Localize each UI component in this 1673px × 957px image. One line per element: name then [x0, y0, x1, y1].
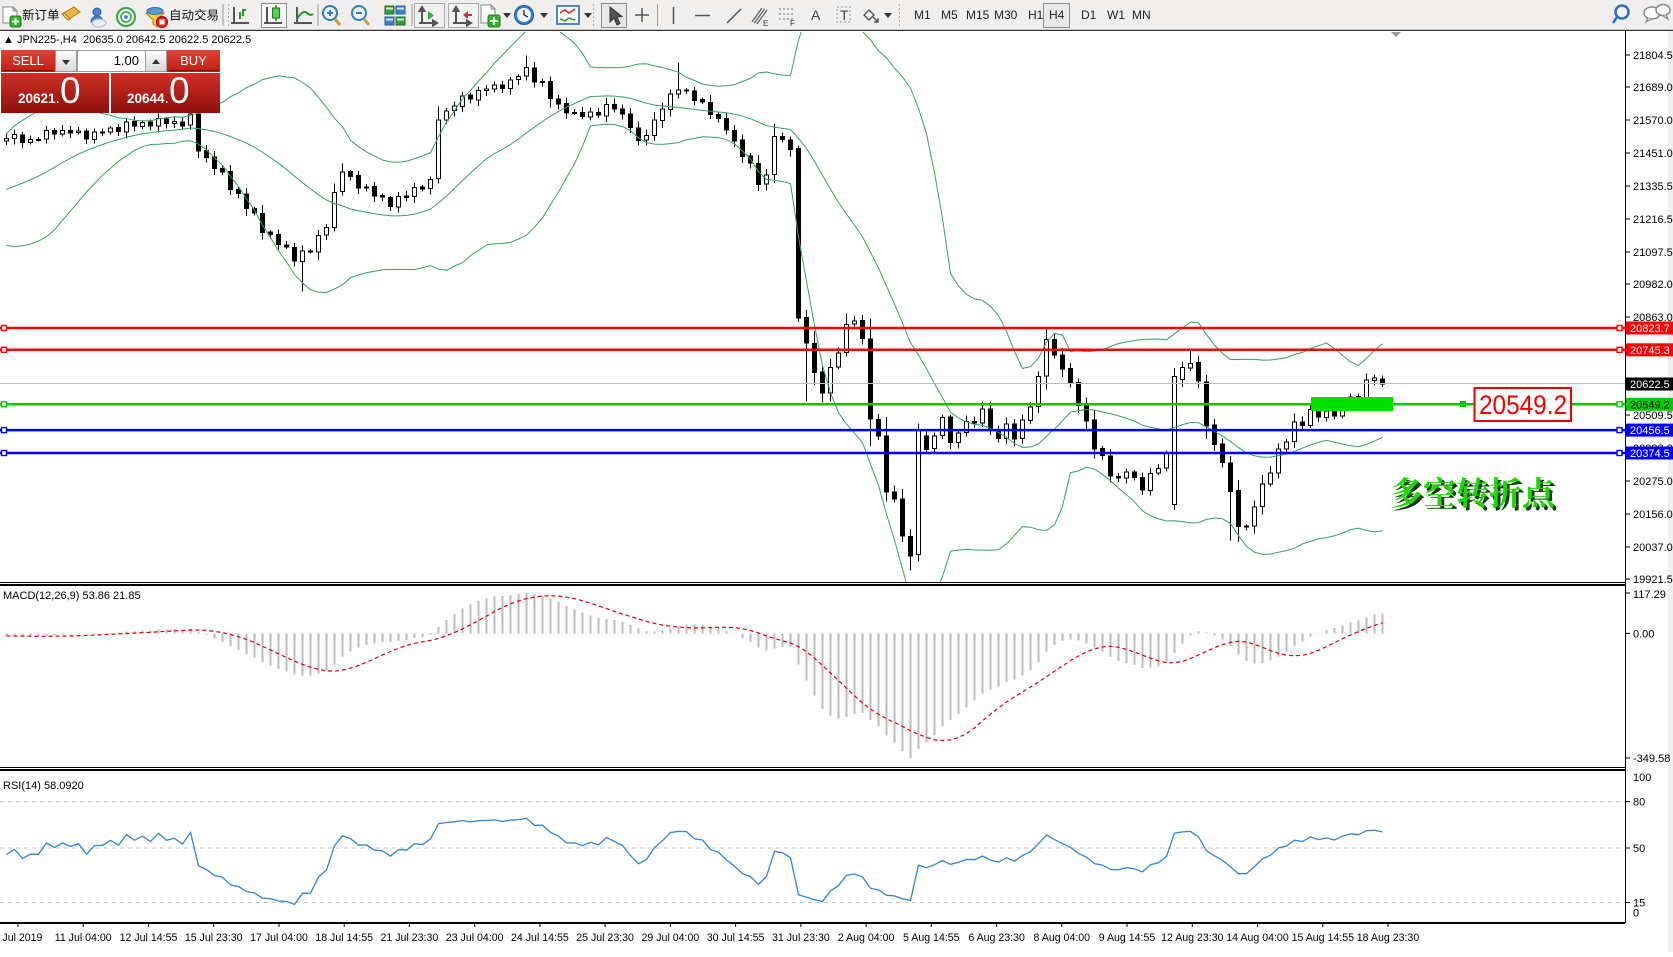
svg-text:20622.5: 20622.5	[1630, 379, 1670, 391]
svg-text:20823.7: 20823.7	[1630, 323, 1670, 335]
svg-text:W1: W1	[1107, 8, 1125, 22]
svg-text:20037.0: 20037.0	[1633, 542, 1673, 554]
svg-text:100: 100	[1633, 772, 1651, 784]
svg-text:20456.5: 20456.5	[1630, 425, 1670, 437]
svg-text:F: F	[790, 19, 795, 28]
svg-text:M5: M5	[941, 8, 958, 22]
svg-text:D1: D1	[1081, 8, 1097, 22]
svg-text:24 Jul 14:55: 24 Jul 14:55	[511, 932, 569, 944]
svg-text:21451.0: 21451.0	[1633, 148, 1673, 160]
svg-text:29 Jul 04:00: 29 Jul 04:00	[642, 932, 700, 944]
svg-text:E: E	[763, 19, 768, 28]
svg-text:MN: MN	[1132, 8, 1151, 22]
svg-text:21097.5: 21097.5	[1633, 247, 1673, 259]
svg-text:12 Jul 14:55: 12 Jul 14:55	[120, 932, 178, 944]
svg-text:0: 0	[1633, 908, 1639, 920]
svg-text:30 Jul 14:55: 30 Jul 14:55	[707, 932, 765, 944]
svg-text:18 Jul 14:55: 18 Jul 14:55	[315, 932, 373, 944]
svg-text:20374.5: 20374.5	[1630, 448, 1670, 460]
svg-text:M30: M30	[994, 8, 1018, 22]
svg-text:21804.5: 21804.5	[1633, 50, 1673, 62]
svg-text:9 Aug 14:55: 9 Aug 14:55	[1099, 932, 1156, 944]
svg-text:8 Aug 04:00: 8 Aug 04:00	[1034, 932, 1091, 944]
svg-text:25 Jul 23:30: 25 Jul 23:30	[576, 932, 634, 944]
svg-text:20549.2: 20549.2	[1630, 399, 1670, 411]
svg-text:15: 15	[1633, 898, 1645, 910]
svg-text:19921.5: 19921.5	[1633, 574, 1673, 586]
svg-text:21570.0: 21570.0	[1633, 115, 1673, 127]
svg-text:T: T	[840, 7, 849, 23]
svg-text:23 Jul 04:00: 23 Jul 04:00	[446, 932, 504, 944]
svg-text:21216.5: 21216.5	[1633, 214, 1673, 226]
svg-text:21 Jul 23:30: 21 Jul 23:30	[381, 932, 439, 944]
svg-text:H4: H4	[1049, 8, 1065, 22]
svg-text:0.00: 0.00	[1633, 628, 1654, 640]
svg-text:31 Jul 23:30: 31 Jul 23:30	[772, 932, 830, 944]
svg-text:20509.5: 20509.5	[1633, 410, 1673, 422]
svg-text:14 Aug 04:00: 14 Aug 04:00	[1226, 932, 1289, 944]
svg-text:A: A	[811, 7, 821, 23]
svg-text:M15: M15	[966, 8, 990, 22]
svg-text:20156.0: 20156.0	[1633, 509, 1673, 521]
svg-text:15 Jul 23:30: 15 Jul 23:30	[185, 932, 243, 944]
svg-text:RSI(14) 58.0920: RSI(14) 58.0920	[3, 780, 84, 792]
svg-text:2 Aug 04:00: 2 Aug 04:00	[838, 932, 895, 944]
svg-text:50: 50	[1633, 843, 1645, 855]
svg-text:12 Aug 23:30: 12 Aug 23:30	[1161, 932, 1224, 944]
svg-text:21689.0: 21689.0	[1633, 82, 1673, 94]
svg-text:-349.58: -349.58	[1633, 753, 1670, 765]
svg-text:H1: H1	[1028, 8, 1044, 22]
svg-text:20745.3: 20745.3	[1630, 345, 1670, 357]
svg-text:5 Aug 14:55: 5 Aug 14:55	[903, 932, 960, 944]
svg-text:18 Aug 23:30: 18 Aug 23:30	[1357, 932, 1420, 944]
svg-text:20982.0: 20982.0	[1633, 279, 1673, 291]
svg-text:MACD(12,26,9) 53.86 21.85: MACD(12,26,9) 53.86 21.85	[3, 590, 141, 602]
svg-text:20549.2: 20549.2	[1479, 390, 1567, 420]
svg-text:20275.0: 20275.0	[1633, 476, 1673, 488]
svg-text:80: 80	[1633, 797, 1645, 809]
svg-text:17 Jul 04:00: 17 Jul 04:00	[250, 932, 308, 944]
svg-text:20863.0: 20863.0	[1633, 312, 1673, 324]
svg-text:9 Jul 2019: 9 Jul 2019	[0, 932, 43, 944]
svg-text:6 Aug 23:30: 6 Aug 23:30	[968, 932, 1025, 944]
svg-text:M1: M1	[914, 8, 931, 22]
svg-text:15 Aug 14:55: 15 Aug 14:55	[1292, 932, 1355, 944]
svg-text:21335.5: 21335.5	[1633, 181, 1673, 193]
svg-text:117.29: 117.29	[1633, 589, 1666, 601]
svg-text:11 Jul 04:00: 11 Jul 04:00	[55, 932, 112, 944]
